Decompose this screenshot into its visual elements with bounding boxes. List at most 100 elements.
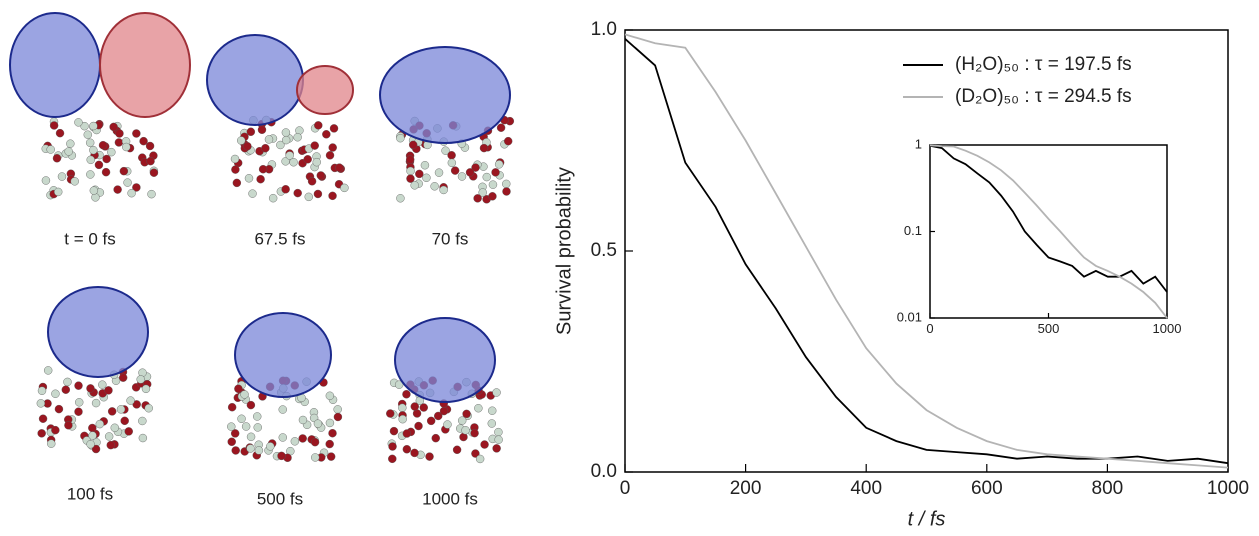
atom bbox=[443, 420, 452, 429]
atom bbox=[439, 406, 449, 416]
atom bbox=[144, 404, 153, 413]
atom bbox=[122, 142, 131, 152]
atom bbox=[64, 421, 73, 430]
atom bbox=[91, 444, 101, 454]
atom bbox=[328, 191, 337, 201]
atom bbox=[313, 419, 323, 428]
atom bbox=[85, 138, 95, 147]
atom bbox=[502, 187, 511, 196]
atom bbox=[86, 440, 95, 449]
atom bbox=[462, 409, 471, 419]
atom bbox=[264, 135, 274, 144]
atom bbox=[439, 185, 448, 195]
orbital-surface bbox=[99, 12, 191, 118]
atom bbox=[139, 136, 148, 146]
atom bbox=[243, 142, 252, 151]
atom bbox=[328, 143, 337, 152]
series-line bbox=[624, 38, 1229, 465]
atom bbox=[415, 169, 424, 179]
atom bbox=[91, 398, 101, 408]
atom bbox=[461, 426, 470, 435]
snapshot-panel bbox=[9, 12, 515, 464]
atom bbox=[107, 407, 117, 416]
atom bbox=[410, 448, 419, 458]
atom bbox=[124, 427, 133, 436]
atom bbox=[406, 174, 415, 183]
atom bbox=[388, 454, 397, 464]
atom bbox=[253, 412, 262, 421]
atom bbox=[488, 192, 497, 201]
atom bbox=[86, 384, 95, 393]
orbital-surface bbox=[206, 34, 304, 126]
atom bbox=[232, 178, 242, 188]
atom bbox=[386, 409, 395, 418]
x-axis-label: t / fs bbox=[908, 508, 946, 530]
atom bbox=[51, 425, 60, 435]
atom bbox=[447, 158, 457, 168]
atom bbox=[419, 403, 428, 412]
snapshot-label: 70 fs bbox=[432, 229, 469, 248]
atom bbox=[241, 422, 251, 431]
atom bbox=[471, 163, 480, 172]
atom bbox=[89, 121, 98, 131]
atom bbox=[98, 380, 107, 389]
atom bbox=[494, 427, 503, 437]
atom bbox=[316, 171, 326, 180]
atom bbox=[293, 188, 302, 198]
atom bbox=[246, 432, 256, 442]
atom bbox=[145, 141, 155, 151]
y-axis-label: Survival probability bbox=[553, 167, 575, 335]
atom bbox=[471, 449, 480, 458]
atom bbox=[38, 414, 48, 423]
snapshot-label: 1000 fs bbox=[422, 489, 478, 508]
atom bbox=[303, 155, 312, 164]
atom bbox=[118, 373, 128, 382]
atom bbox=[312, 157, 321, 167]
atom bbox=[88, 431, 97, 440]
atom bbox=[106, 440, 115, 450]
atom bbox=[496, 123, 506, 132]
snapshot-label: 500 fs bbox=[257, 489, 303, 508]
atom bbox=[115, 129, 124, 138]
atom bbox=[49, 121, 59, 130]
atom bbox=[426, 416, 436, 426]
atom bbox=[473, 194, 482, 203]
atom bbox=[55, 128, 65, 138]
atom bbox=[414, 421, 423, 431]
atom bbox=[406, 166, 415, 176]
atom bbox=[146, 156, 155, 166]
atom bbox=[335, 163, 344, 172]
atom bbox=[492, 444, 501, 453]
atom bbox=[254, 446, 264, 455]
atom bbox=[114, 138, 124, 147]
orbital-surface bbox=[234, 312, 332, 398]
atom bbox=[227, 437, 236, 446]
atom bbox=[502, 179, 511, 189]
atom bbox=[402, 390, 411, 399]
atom bbox=[298, 434, 307, 443]
y-tick-label: 0.0 bbox=[591, 461, 617, 482]
atom bbox=[75, 398, 84, 407]
y-tick-label: 0.1 bbox=[904, 223, 922, 238]
atom bbox=[276, 140, 285, 150]
atom bbox=[46, 145, 55, 154]
atom bbox=[237, 414, 246, 423]
atom bbox=[402, 445, 412, 454]
x-tick-label: 0 bbox=[620, 478, 631, 499]
atom bbox=[492, 388, 501, 397]
atom bbox=[304, 192, 313, 202]
orbital-surface bbox=[9, 12, 101, 118]
atom bbox=[410, 402, 419, 411]
snapshot-label: 100 fs bbox=[67, 484, 113, 503]
x-tick-label: 800 bbox=[1092, 478, 1124, 499]
atom bbox=[340, 183, 349, 193]
atom bbox=[230, 429, 240, 438]
orbital-surface bbox=[47, 286, 149, 378]
atom bbox=[452, 445, 462, 454]
atom bbox=[227, 402, 237, 412]
x-tick-label: 200 bbox=[730, 478, 762, 499]
atom bbox=[246, 444, 255, 453]
orbital-surface bbox=[379, 46, 511, 144]
atom bbox=[147, 189, 156, 199]
atom bbox=[326, 452, 336, 461]
